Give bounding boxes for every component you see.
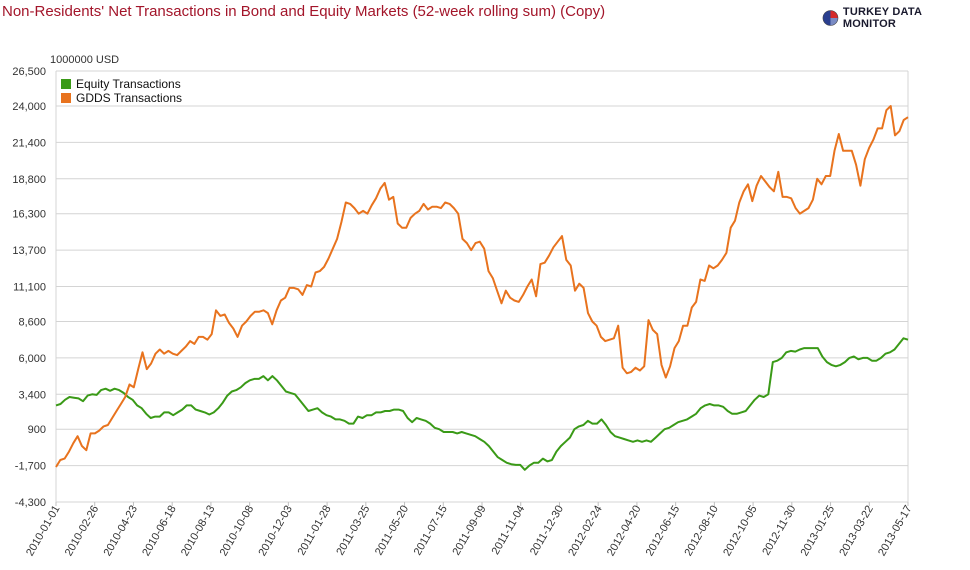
legend-item-gdds[interactable]: GDDS Transactions [61,91,182,105]
x-tick-label: 2012-02-24 [566,504,605,559]
series-line-equity[interactable] [55,337,909,471]
x-tick-label: 2010-08-13 [179,504,218,559]
x-tick-label: 2013-03-22 [837,504,876,559]
legend-swatch-gdds [61,93,71,103]
x-tick-label: 2013-05-17 [876,504,915,559]
brand-logo[interactable]: TURKEY DATA MONITOR [822,6,970,30]
x-tick-label: 2011-03-25 [334,504,372,558]
unit-label: 1000000 USD [50,54,119,66]
x-tick-label: 2010-10-08 [218,504,257,559]
x-tick-label: 2012-04-20 [605,504,644,559]
x-tick-label: 2012-11-30 [760,504,798,558]
y-axis-ticks: -4,300 -1,700 900 3,400 6,000 8,600 11,100 13,7… [12,66,46,509]
y-tick-label: 26,500 [12,66,46,78]
x-tick-label: 2011-12-30 [528,504,566,558]
y-tick-label: 24,000 [12,101,46,113]
y-tick-label: 8,600 [18,316,46,328]
legend-label-gdds: GDDS Transactions [76,91,182,105]
x-tick-label: 2010-02-26 [63,504,102,559]
x-tick-label: 2011-05-20 [373,504,411,558]
y-tick-label: 21,400 [12,137,46,149]
chart-title: Non-Residents' Net Transactions in Bond … [2,3,606,20]
legend: Equity Transactions GDDS Transactions [61,77,182,105]
turkey-data-monitor-logo-icon [822,10,839,26]
y-tick-label: -1,700 [15,461,46,473]
x-tick-label: 2010-12-03 [256,504,295,559]
x-tick-label: 2010-01-01 [24,504,63,559]
y-tick-label: 3,400 [18,389,46,401]
grid-layer [55,70,909,503]
y-tick-label: 11,100 [13,282,46,294]
x-axis-ticks: 2010-01-01 2010-02-26 2010-04-23 2010-06-18… [24,502,915,558]
y-tick-label: -4,300 [15,497,46,509]
x-tick-label: 2012-08-10 [682,504,721,559]
series-line-gdds[interactable] [55,105,909,468]
x-tick-label: 2013-01-25 [799,504,838,559]
x-tick-label: 2011-07-15 [412,504,450,558]
y-tick-label: 18,800 [12,174,46,186]
y-tick-label: 6,000 [18,353,46,365]
y-tick-label: 13,700 [12,245,46,257]
x-tick-label: 2012-10-05 [721,504,760,559]
y-tick-label: 900 [28,424,46,436]
x-tick-label: 2011-01-28 [296,504,334,558]
x-tick-label: 2012-06-15 [644,504,683,559]
legend-label-equity: Equity Transactions [76,77,181,91]
series-layer [55,105,909,471]
x-tick-label: 2010-06-18 [140,504,179,559]
x-tick-label: 2011-11-04 [490,504,528,557]
y-tick-label: 16,300 [12,209,46,221]
brand-label: TURKEY DATA MONITOR [842,6,922,30]
legend-swatch-equity [61,79,71,89]
x-tick-label: 2010-04-23 [102,504,141,559]
legend-item-equity[interactable]: Equity Transactions [61,77,181,91]
x-tick-label: 2011-09-09 [450,504,488,558]
